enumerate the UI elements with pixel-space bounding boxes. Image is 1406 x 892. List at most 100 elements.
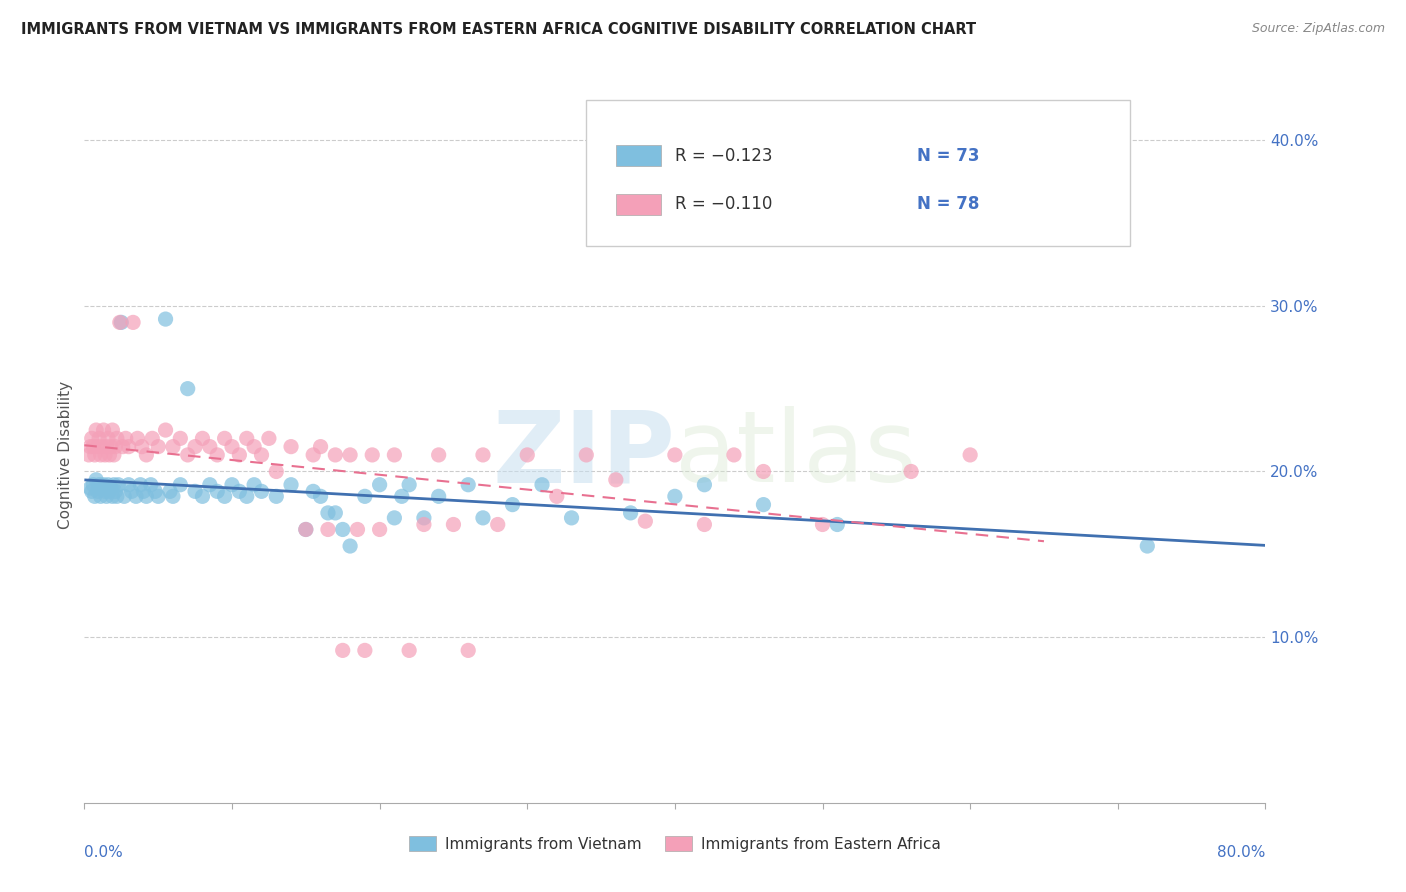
Point bbox=[135, 489, 157, 503]
Point bbox=[501, 498, 523, 512]
Point bbox=[723, 448, 745, 462]
Point bbox=[107, 477, 129, 491]
Text: 0.0%: 0.0% bbox=[84, 845, 124, 860]
Point bbox=[575, 448, 598, 462]
Point bbox=[184, 440, 207, 454]
Point bbox=[827, 517, 849, 532]
Point bbox=[560, 511, 583, 525]
Point bbox=[83, 448, 105, 462]
Point bbox=[228, 484, 250, 499]
Point bbox=[79, 440, 101, 454]
Point bbox=[398, 643, 420, 657]
Point bbox=[118, 440, 141, 454]
Point bbox=[302, 484, 325, 499]
Point bbox=[354, 643, 377, 657]
Point bbox=[619, 506, 641, 520]
Point bbox=[811, 517, 834, 532]
Point bbox=[155, 312, 177, 326]
Point bbox=[111, 440, 134, 454]
Point bbox=[125, 489, 148, 503]
Point bbox=[243, 477, 266, 491]
Point bbox=[86, 440, 108, 454]
Point bbox=[159, 484, 181, 499]
Point bbox=[96, 440, 118, 454]
Point bbox=[80, 484, 103, 499]
FancyBboxPatch shape bbox=[586, 100, 1129, 246]
Point bbox=[221, 477, 243, 491]
Point bbox=[83, 489, 105, 503]
Point bbox=[105, 431, 128, 445]
Point bbox=[205, 448, 228, 462]
Point bbox=[96, 489, 118, 503]
Point bbox=[127, 431, 149, 445]
Point bbox=[198, 440, 221, 454]
Point bbox=[413, 511, 436, 525]
Point bbox=[323, 506, 347, 520]
Point bbox=[87, 477, 111, 491]
Point bbox=[309, 440, 332, 454]
Point bbox=[100, 481, 122, 495]
Point bbox=[280, 477, 302, 491]
Point bbox=[148, 440, 170, 454]
Point bbox=[84, 423, 107, 437]
Point bbox=[264, 465, 288, 479]
Text: R = −0.110: R = −0.110 bbox=[675, 195, 772, 213]
Point bbox=[90, 448, 112, 462]
Point bbox=[427, 448, 450, 462]
Point bbox=[91, 481, 114, 495]
Point bbox=[693, 517, 716, 532]
Point bbox=[664, 489, 686, 503]
Text: 80.0%: 80.0% bbox=[1218, 845, 1265, 860]
Point bbox=[339, 448, 361, 462]
Point bbox=[250, 448, 273, 462]
Point bbox=[169, 431, 191, 445]
Point bbox=[752, 465, 775, 479]
Point bbox=[346, 523, 368, 537]
Point bbox=[93, 423, 115, 437]
Point bbox=[457, 477, 479, 491]
Point bbox=[427, 489, 450, 503]
Point bbox=[191, 431, 214, 445]
Point bbox=[93, 477, 115, 491]
Point bbox=[112, 489, 135, 503]
Point bbox=[139, 477, 162, 491]
Point bbox=[110, 315, 132, 329]
Point bbox=[79, 481, 101, 495]
Point bbox=[368, 477, 391, 491]
Point bbox=[332, 643, 354, 657]
Point bbox=[316, 523, 339, 537]
Point bbox=[280, 440, 302, 454]
Point bbox=[634, 514, 657, 528]
Point bbox=[368, 523, 391, 537]
Point bbox=[516, 448, 538, 462]
Point bbox=[441, 517, 464, 532]
Point bbox=[214, 431, 236, 445]
Text: Source: ZipAtlas.com: Source: ZipAtlas.com bbox=[1251, 22, 1385, 36]
Y-axis label: Cognitive Disability: Cognitive Disability bbox=[58, 381, 73, 529]
Point bbox=[361, 448, 384, 462]
Point bbox=[323, 448, 347, 462]
Point bbox=[177, 382, 200, 396]
Point bbox=[101, 489, 124, 503]
Point bbox=[959, 448, 981, 462]
Text: IMMIGRANTS FROM VIETNAM VS IMMIGRANTS FROM EASTERN AFRICA COGNITIVE DISABILITY C: IMMIGRANTS FROM VIETNAM VS IMMIGRANTS FR… bbox=[21, 22, 976, 37]
Point bbox=[169, 477, 191, 491]
Point bbox=[472, 448, 495, 462]
Text: ZIP: ZIP bbox=[492, 407, 675, 503]
Point bbox=[94, 484, 117, 499]
Point bbox=[82, 440, 104, 454]
Point bbox=[121, 484, 143, 499]
Point bbox=[472, 511, 495, 525]
Text: N = 78: N = 78 bbox=[917, 195, 980, 213]
Point bbox=[1136, 539, 1159, 553]
Point bbox=[302, 448, 325, 462]
Point bbox=[122, 315, 145, 329]
Point bbox=[135, 448, 157, 462]
Point bbox=[162, 440, 184, 454]
Point bbox=[104, 484, 127, 499]
Point bbox=[243, 440, 266, 454]
Point bbox=[155, 423, 177, 437]
FancyBboxPatch shape bbox=[616, 194, 661, 215]
Point bbox=[132, 484, 155, 499]
Point bbox=[86, 484, 108, 499]
